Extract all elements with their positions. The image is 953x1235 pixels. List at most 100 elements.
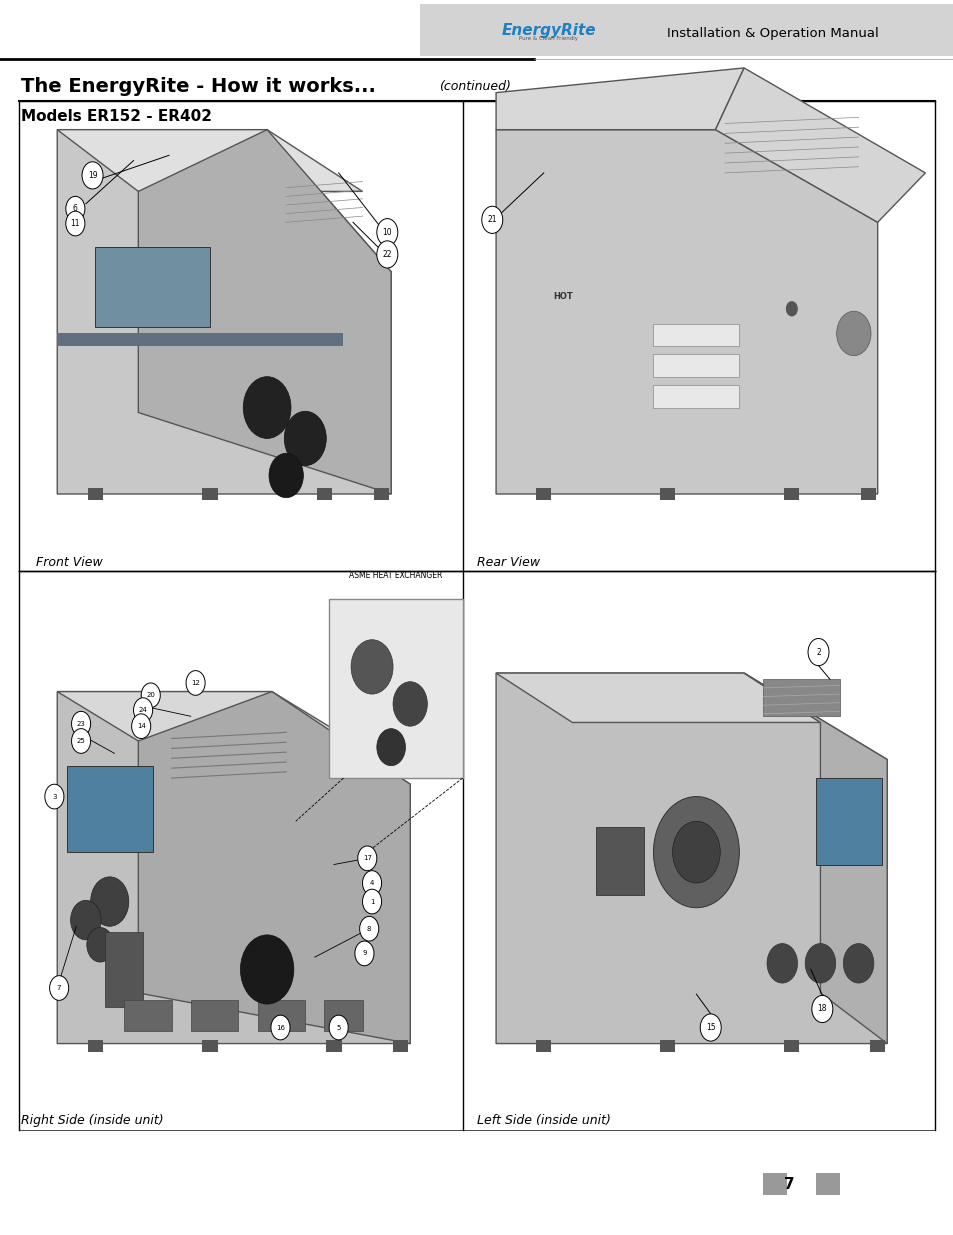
- Circle shape: [50, 976, 69, 1000]
- FancyBboxPatch shape: [815, 1173, 839, 1195]
- Text: Left Side (inside unit): Left Side (inside unit): [476, 1114, 610, 1128]
- Text: Right Side (inside unit): Right Side (inside unit): [21, 1114, 164, 1128]
- Circle shape: [71, 729, 91, 753]
- FancyBboxPatch shape: [860, 488, 875, 500]
- Text: 2: 2: [816, 647, 820, 657]
- FancyBboxPatch shape: [67, 766, 152, 852]
- Text: Installation & Operation Manual: Installation & Operation Manual: [666, 27, 878, 41]
- Circle shape: [355, 941, 374, 966]
- Text: 6: 6: [72, 204, 78, 214]
- Polygon shape: [57, 130, 391, 494]
- Circle shape: [807, 638, 828, 666]
- Text: 24: 24: [138, 708, 148, 713]
- Polygon shape: [57, 692, 410, 1044]
- Text: 15: 15: [705, 1023, 715, 1032]
- Text: 3: 3: [52, 794, 56, 799]
- Text: 18: 18: [817, 1004, 826, 1014]
- FancyBboxPatch shape: [653, 324, 739, 346]
- FancyBboxPatch shape: [762, 1173, 786, 1195]
- FancyBboxPatch shape: [374, 488, 389, 500]
- FancyBboxPatch shape: [105, 932, 143, 1007]
- FancyBboxPatch shape: [653, 354, 739, 377]
- Circle shape: [804, 944, 835, 983]
- Circle shape: [376, 241, 397, 268]
- Circle shape: [71, 711, 91, 736]
- Polygon shape: [57, 692, 353, 741]
- Polygon shape: [138, 692, 410, 1044]
- Circle shape: [243, 377, 291, 438]
- Text: 12: 12: [191, 680, 200, 685]
- Text: Front View: Front View: [36, 556, 103, 569]
- FancyBboxPatch shape: [95, 247, 210, 327]
- Text: 22: 22: [382, 249, 392, 259]
- FancyBboxPatch shape: [536, 488, 551, 500]
- Text: 17: 17: [362, 856, 372, 861]
- FancyBboxPatch shape: [653, 385, 739, 408]
- Polygon shape: [57, 130, 362, 191]
- Circle shape: [362, 889, 381, 914]
- Polygon shape: [743, 673, 886, 1044]
- FancyBboxPatch shape: [659, 1040, 675, 1052]
- Circle shape: [112, 947, 136, 979]
- FancyBboxPatch shape: [324, 1000, 362, 1031]
- Circle shape: [186, 671, 205, 695]
- Text: 9: 9: [362, 951, 366, 956]
- Text: Pure & Clean Friendly: Pure & Clean Friendly: [518, 36, 578, 42]
- FancyBboxPatch shape: [191, 1000, 238, 1031]
- Text: 20: 20: [146, 693, 155, 698]
- Polygon shape: [715, 68, 924, 222]
- Polygon shape: [57, 333, 343, 346]
- Circle shape: [842, 944, 873, 983]
- Text: Models ER152 - ER402: Models ER152 - ER402: [21, 109, 212, 124]
- Polygon shape: [496, 673, 820, 722]
- Text: 7: 7: [57, 986, 61, 990]
- Text: 1: 1: [370, 899, 374, 904]
- FancyBboxPatch shape: [815, 778, 882, 864]
- FancyBboxPatch shape: [659, 488, 675, 500]
- Text: 14: 14: [136, 724, 146, 729]
- Text: 16: 16: [275, 1025, 285, 1030]
- FancyBboxPatch shape: [329, 599, 462, 778]
- FancyBboxPatch shape: [393, 1040, 408, 1052]
- Text: HOT: HOT: [553, 291, 572, 301]
- Polygon shape: [496, 130, 877, 494]
- Polygon shape: [138, 130, 391, 494]
- Circle shape: [66, 211, 85, 236]
- Text: 25: 25: [76, 739, 86, 743]
- Circle shape: [141, 683, 160, 708]
- Circle shape: [329, 1015, 348, 1040]
- Text: Rear View: Rear View: [476, 556, 539, 569]
- Circle shape: [284, 411, 326, 466]
- FancyBboxPatch shape: [326, 1040, 341, 1052]
- FancyBboxPatch shape: [88, 488, 103, 500]
- Text: ASME HEAT EXCHANGER: ASME HEAT EXCHANGER: [349, 572, 442, 580]
- Circle shape: [836, 311, 870, 356]
- Circle shape: [87, 927, 113, 962]
- Text: EnergyRite: EnergyRite: [500, 22, 596, 38]
- Text: 19: 19: [88, 170, 97, 180]
- Text: (continued): (continued): [438, 80, 510, 94]
- Text: 4: 4: [370, 881, 374, 885]
- Circle shape: [269, 453, 303, 498]
- Circle shape: [376, 219, 397, 246]
- FancyBboxPatch shape: [419, 4, 953, 56]
- Text: 11: 11: [71, 219, 80, 228]
- Polygon shape: [496, 673, 886, 1044]
- Text: 5: 5: [336, 1025, 340, 1030]
- Circle shape: [785, 301, 797, 316]
- FancyBboxPatch shape: [762, 679, 839, 716]
- Circle shape: [811, 995, 832, 1023]
- Circle shape: [376, 729, 405, 766]
- FancyBboxPatch shape: [124, 1000, 172, 1031]
- Circle shape: [271, 1015, 290, 1040]
- FancyBboxPatch shape: [202, 488, 217, 500]
- FancyBboxPatch shape: [783, 1040, 799, 1052]
- Circle shape: [357, 846, 376, 871]
- FancyBboxPatch shape: [88, 1040, 103, 1052]
- Circle shape: [700, 1014, 720, 1041]
- Circle shape: [45, 784, 64, 809]
- Circle shape: [132, 714, 151, 739]
- Circle shape: [66, 196, 85, 221]
- Circle shape: [481, 206, 502, 233]
- FancyBboxPatch shape: [783, 488, 799, 500]
